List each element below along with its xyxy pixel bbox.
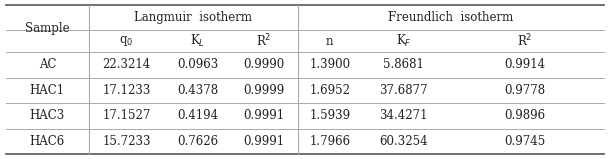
Text: 1.7966: 1.7966 <box>309 135 350 148</box>
Text: R$^2$: R$^2$ <box>517 33 533 49</box>
Text: Langmuir  isotherm: Langmuir isotherm <box>134 11 252 24</box>
Text: K$_L$: K$_L$ <box>190 33 205 49</box>
Text: 0.9991: 0.9991 <box>243 135 285 148</box>
Text: 0.9896: 0.9896 <box>504 109 545 122</box>
Text: AC: AC <box>38 58 56 71</box>
Text: 0.9778: 0.9778 <box>504 84 545 97</box>
Text: HAC3: HAC3 <box>30 109 65 122</box>
Text: 0.9914: 0.9914 <box>504 58 545 71</box>
Text: 0.9745: 0.9745 <box>504 135 545 148</box>
Text: 17.1233: 17.1233 <box>102 84 151 97</box>
Text: 1.3900: 1.3900 <box>309 58 350 71</box>
Text: 5.8681: 5.8681 <box>383 58 424 71</box>
Text: 0.4194: 0.4194 <box>177 109 218 122</box>
Text: 0.7626: 0.7626 <box>177 135 218 148</box>
Text: Sample: Sample <box>25 22 70 35</box>
Text: 37.6877: 37.6877 <box>379 84 428 97</box>
Text: 15.7233: 15.7233 <box>102 135 151 148</box>
Text: HAC6: HAC6 <box>30 135 65 148</box>
Text: 0.9990: 0.9990 <box>243 58 285 71</box>
Text: HAC1: HAC1 <box>30 84 65 97</box>
Text: R$^2$: R$^2$ <box>256 33 271 49</box>
Text: K$_F$: K$_F$ <box>396 33 412 49</box>
Text: q$_0$: q$_0$ <box>120 34 134 48</box>
Text: 17.1527: 17.1527 <box>102 109 151 122</box>
Text: 1.6952: 1.6952 <box>309 84 350 97</box>
Text: 22.3214: 22.3214 <box>102 58 151 71</box>
Text: n: n <box>326 35 334 48</box>
Text: 1.5939: 1.5939 <box>309 109 350 122</box>
Text: 60.3254: 60.3254 <box>379 135 428 148</box>
Text: 0.4378: 0.4378 <box>177 84 218 97</box>
Text: 0.9999: 0.9999 <box>243 84 285 97</box>
Text: 0.0963: 0.0963 <box>177 58 218 71</box>
Text: Freundlich  isotherm: Freundlich isotherm <box>388 11 514 24</box>
Text: 0.9991: 0.9991 <box>243 109 285 122</box>
Text: 34.4271: 34.4271 <box>379 109 428 122</box>
